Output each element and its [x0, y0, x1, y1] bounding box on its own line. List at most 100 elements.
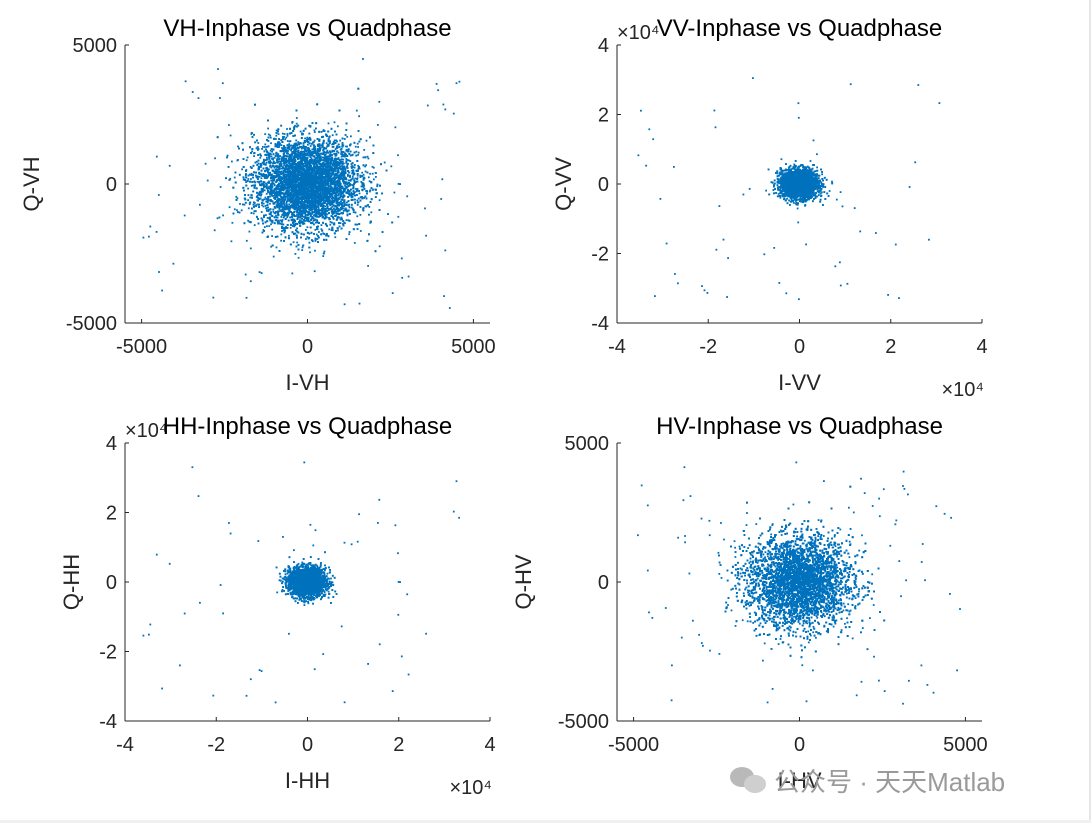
scatter-point — [292, 146, 295, 149]
scatter-point — [287, 205, 290, 208]
scatter-point — [319, 189, 322, 192]
scatter-point — [345, 160, 348, 162]
scatter-point — [344, 183, 347, 185]
scatter-point — [326, 213, 328, 216]
scatter-point — [228, 124, 230, 126]
scatter-point — [245, 159, 248, 162]
scatter-point — [308, 132, 311, 135]
scatter-point — [264, 146, 266, 148]
scatter-point — [366, 155, 369, 158]
scatter-point — [284, 199, 287, 201]
scatter-point — [336, 165, 339, 167]
scatter-point — [330, 175, 333, 177]
scatter-point — [316, 159, 319, 161]
scatter-point — [294, 145, 297, 148]
scatter-point — [313, 129, 316, 132]
scatter-point — [356, 188, 359, 190]
scatter-point — [354, 145, 357, 148]
scatter-point — [357, 201, 359, 204]
scatter-point — [302, 208, 305, 211]
scatter-point — [340, 158, 343, 161]
scatter-point — [272, 210, 275, 213]
scatter-point — [281, 219, 284, 221]
scatter-point — [331, 193, 334, 196]
scatter-point — [338, 174, 340, 177]
scatter-point — [267, 187, 270, 190]
scatter-point — [254, 181, 256, 184]
scatter-point — [310, 180, 313, 183]
scatter-point — [334, 148, 337, 150]
scatter-point — [276, 197, 279, 199]
scatter-point — [294, 232, 297, 235]
scatter-point — [261, 204, 263, 207]
scatter-point — [365, 139, 368, 142]
scatter-point — [197, 97, 200, 99]
scatter-point — [282, 216, 285, 219]
scatter-point — [262, 202, 265, 205]
scatter-point — [316, 151, 319, 154]
scatter-point — [283, 155, 285, 158]
scatter-point — [333, 182, 336, 185]
scatter-point — [286, 215, 289, 218]
scatter-point — [302, 166, 305, 168]
scatter-point — [266, 225, 268, 228]
scatter-point — [330, 229, 333, 231]
scatter-point — [285, 187, 287, 190]
scatter-point — [351, 175, 354, 178]
scatter-point — [306, 226, 309, 229]
scatter-point — [295, 122, 298, 125]
scatter-point — [299, 146, 301, 148]
scatter-point — [356, 142, 359, 145]
scatter-point — [261, 218, 264, 221]
scatter-point — [148, 235, 150, 238]
scatter-point — [288, 234, 290, 237]
scatter-point — [316, 238, 319, 240]
scatter-point — [323, 156, 326, 159]
scatter-point — [319, 202, 322, 205]
scatter-point — [240, 209, 243, 212]
scatter-point — [343, 138, 346, 140]
scatter-point — [283, 210, 286, 213]
scatter-point — [304, 141, 306, 144]
scatter-point — [335, 188, 338, 190]
scatter-point — [336, 200, 339, 203]
scatter-point — [299, 216, 301, 219]
scatter-point — [300, 221, 302, 224]
scatter-point — [344, 170, 347, 172]
scatter-point — [329, 218, 331, 220]
scatter-point — [370, 211, 373, 214]
scatter-point — [281, 204, 283, 206]
scatter-point — [264, 143, 267, 146]
scatter-point — [312, 160, 314, 163]
scatter-point — [287, 211, 289, 214]
scatter-point — [347, 185, 350, 187]
scatter-point — [335, 189, 337, 192]
scatter-point — [236, 211, 239, 213]
scatter-point — [305, 238, 307, 240]
scatter-point — [320, 228, 323, 231]
scatter-point — [283, 133, 286, 135]
scatter-point — [319, 155, 322, 158]
scatter-point — [306, 204, 308, 206]
scatter-point — [337, 125, 339, 128]
scatter-point — [271, 228, 274, 231]
scatter-point — [249, 166, 252, 168]
scatter-point — [357, 146, 359, 148]
scatter-point — [359, 214, 362, 216]
scatter-point — [337, 151, 340, 154]
scatter-point — [199, 203, 201, 206]
scatter-point — [312, 148, 315, 151]
scatter-point — [307, 143, 309, 146]
scatter-point — [308, 220, 311, 223]
scatter-point — [273, 194, 276, 197]
scatter-point — [344, 155, 346, 158]
scatter-point — [245, 239, 248, 242]
scatter-point — [260, 272, 263, 274]
scatter-point — [216, 217, 219, 220]
scatter-point — [296, 209, 299, 212]
scatter-point — [320, 224, 323, 226]
scatter-point — [304, 208, 307, 211]
scatter-point — [316, 165, 318, 168]
scatter-point — [284, 138, 286, 141]
scatter-point — [249, 196, 252, 199]
